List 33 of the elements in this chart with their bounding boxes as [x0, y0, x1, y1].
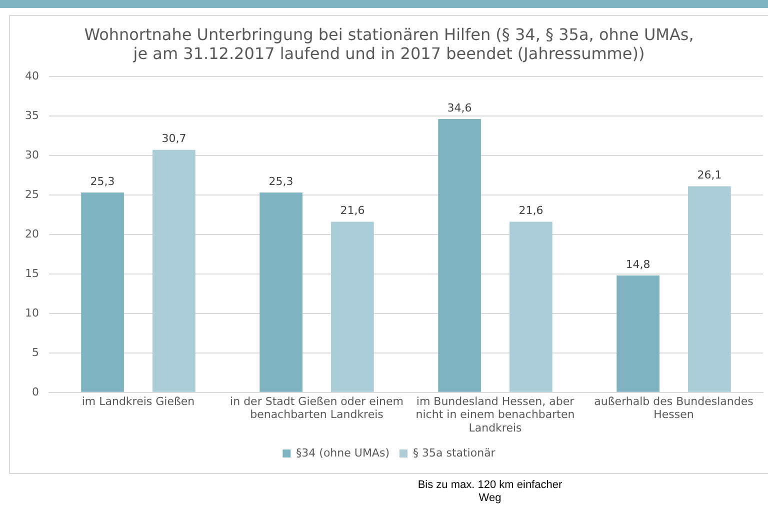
y-tick-label: 10	[24, 306, 39, 320]
data-label: 30,7	[162, 132, 186, 146]
data-label: 25,3	[90, 174, 115, 188]
data-label: 25,3	[268, 174, 294, 188]
y-tick-label: 30	[24, 148, 39, 162]
y-tick-label: 15	[24, 266, 39, 280]
bar	[331, 222, 374, 392]
x-tick-label: in der Stadt Gießen oder einem benachbarten Landkreis	[230, 394, 404, 422]
data-label: 21,6	[518, 204, 544, 218]
y-tick-label: 0	[32, 385, 39, 398]
y-tick-label: 40	[24, 69, 39, 82]
bar	[152, 150, 196, 392]
legend-label: § 35a stationär	[412, 446, 496, 460]
data-label: 21,6	[340, 204, 365, 218]
data-label: 26,1	[697, 168, 722, 182]
y-tick-label: 25	[24, 188, 39, 201]
data-label: 14,8	[626, 258, 650, 271]
y-tick-label: 35	[24, 108, 39, 122]
y-tick-label: 5	[32, 346, 39, 359]
text: Bis zu max. 120 km einfacher Weg	[416, 479, 564, 505]
bar	[260, 192, 302, 392]
x-tick-label: außerhalb des Bundeslandes Hessen	[594, 394, 754, 422]
bar	[510, 222, 552, 392]
y-tick-label: 20	[24, 227, 39, 240]
data-label: 34,6	[447, 101, 472, 114]
legend-label: §34 (ohne UMAs)	[296, 446, 390, 460]
bar	[688, 186, 731, 392]
bar	[438, 119, 481, 392]
x-tick-label: im Bundesland Hessen, aber nicht in einem benachbarten Landkreis	[416, 394, 575, 434]
chart-title: Wohnortnahe Unterbringung bei stationären Hilfen (§ 34, § 35a, ohne UMAs, je am 31.12.2017 laufend und in 2017 beendet (Jahressumme))	[84, 24, 694, 63]
bar	[616, 275, 660, 392]
bar	[81, 192, 124, 392]
x-tick-label: im Landkreis Gießen	[82, 394, 195, 408]
